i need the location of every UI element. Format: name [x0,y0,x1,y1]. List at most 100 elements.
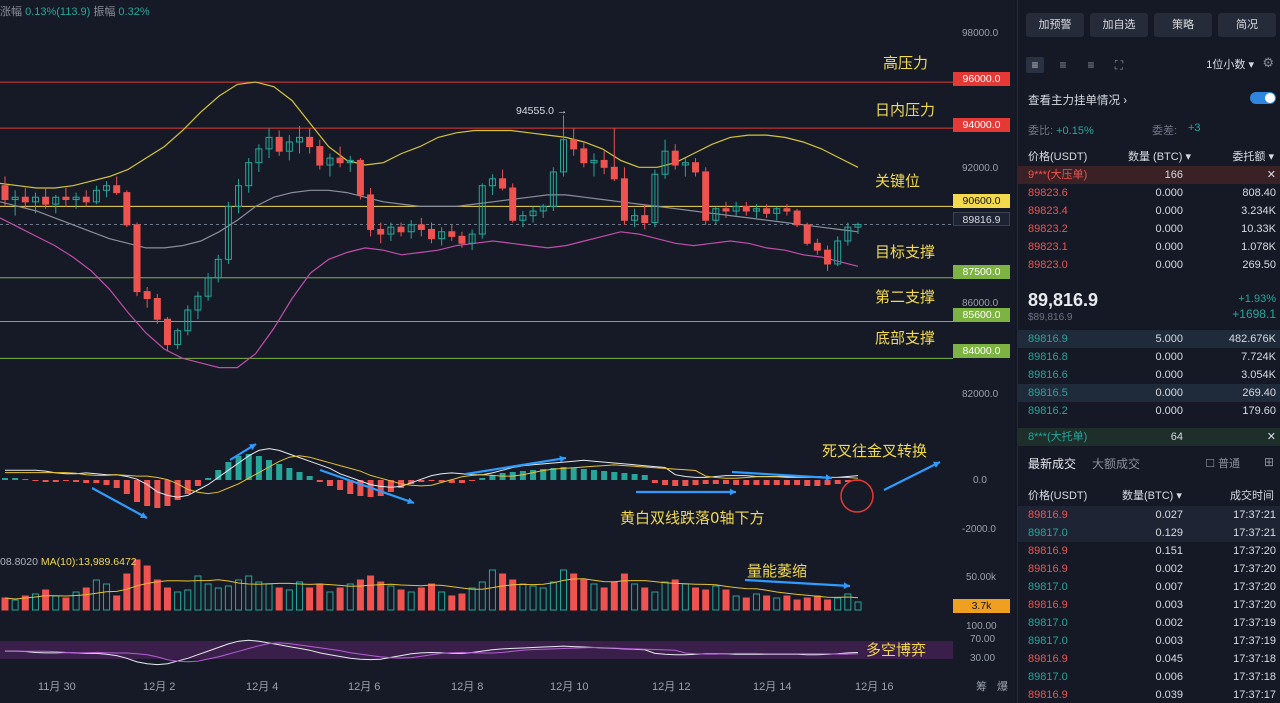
candle-body [417,224,425,230]
kline-chart[interactable] [0,0,1015,703]
bb-mid-line [0,189,859,249]
row-price: 89816.9 [1028,563,1068,575]
date-label: 12月 14 [753,681,792,693]
macd-bar [276,464,283,480]
big-bid-qty: 64 [1170,431,1183,443]
candle-body [712,208,720,221]
axis-label: 50.00k [966,572,997,583]
bid-row[interactable]: 89816.9 5.000 482.676K [1018,330,1280,348]
candle-body [671,150,679,166]
macd-bar [540,469,547,480]
candle-body [367,194,375,230]
candle-body [133,224,141,293]
orderbook-expand-icon[interactable]: ⛶ [1114,58,1124,72]
volume-bar [783,595,791,611]
trade-row[interactable]: 89817.0 0.007 17:37:20 [1018,578,1280,596]
normal-checkbox[interactable]: ☐ 普通 [1205,458,1240,470]
candle-body [702,171,710,221]
trade-row[interactable]: 89817.0 0.006 17:37:18 [1018,668,1280,686]
candle-body [11,196,19,201]
bid-row[interactable]: 89816.6 0.000 3.054K [1018,366,1280,384]
row-price: 89823.6 [1028,187,1068,199]
macd-dif-line [5,448,859,498]
price-change-pct: +1.93% [1238,293,1276,305]
orderbook-both-icon[interactable]: ≡ [1026,57,1044,73]
liquidation-button[interactable]: 爆 [997,681,1008,693]
add-alert-button[interactable]: 加预警 [1026,13,1084,37]
tab-large-trades[interactable]: 大额成交 [1092,457,1141,471]
bid-row[interactable]: 89816.8 0.000 7.724K [1018,348,1280,366]
settings-icon[interactable]: ⚙ [1262,55,1274,70]
trade-row[interactable]: 89816.9 0.151 17:37:20 [1018,542,1280,560]
bid-row[interactable]: 89816.2 0.000 179.60 [1018,402,1280,420]
big-bid-row[interactable]: 8***(大托单) 64 ✕ [1018,428,1280,446]
row-price: 89823.4 [1028,205,1068,217]
main-orders-link[interactable]: 查看主力挂单情况 › [1028,95,1128,107]
candle-body [783,208,791,212]
expand-icon[interactable]: ⊞ [1263,455,1274,469]
row-qty: 0.000 [1155,259,1183,271]
volume-bar [103,583,111,611]
macd-bar [794,480,801,485]
close-icon[interactable]: ✕ [1266,169,1276,181]
ask-row[interactable]: 89823.0 0.000 269.50 [1018,256,1280,274]
candle-body [235,185,243,207]
volume-bar [631,583,639,611]
macd-bar [42,480,49,482]
trade-row[interactable]: 89816.9 0.027 17:37:21 [1018,506,1280,524]
ask-row[interactable]: 89823.1 0.000 1.078K [1018,238,1280,256]
volume-value: 08.8020 [0,556,38,568]
orderbook-asks-icon[interactable]: ≡ [1087,58,1095,72]
date-label: 12月 12 [652,681,691,693]
trade-row[interactable]: 89817.0 0.129 17:37:21 [1018,524,1280,542]
close-icon[interactable]: ✕ [1266,431,1276,443]
trade-row[interactable]: 89816.9 0.003 17:37:20 [1018,596,1280,614]
candle-body [62,196,70,201]
trade-row[interactable]: 89817.0 0.002 17:37:19 [1018,614,1280,632]
row-price: 89823.1 [1028,241,1068,253]
candle-body [844,226,852,242]
candle-body [397,226,405,233]
big-ask-row[interactable]: 9***(大压单) 166 ✕ [1018,166,1280,184]
col-qty[interactable]: 数量 (BTC) ▾ [1128,151,1191,163]
orderbook-bids-icon[interactable]: ≡ [1059,58,1067,72]
chip-button[interactable]: 筹 [976,681,987,693]
col-amount[interactable]: 委托额 ▾ [1232,151,1274,163]
axis-label: 100.00 [966,621,997,632]
candle-body [42,196,50,205]
volume-bar [356,579,364,611]
candle-body [204,277,212,297]
macd-bar [448,480,455,483]
last-price: 89,816.9 [1028,290,1099,310]
bid-row[interactable]: 89816.5 0.000 269.40 [1018,384,1280,402]
chart-area[interactable]: 涨幅 0.13%(113.9) 振幅 0.32% 高压力 日内压力 关键位 目标… [0,0,1015,703]
trade-row[interactable]: 89816.9 0.002 17:37:20 [1018,560,1280,578]
price-tag-87500: 87500.0 [953,265,1010,279]
trade-row[interactable]: 89816.9 0.045 17:37:18 [1018,650,1280,668]
annotation-second-support: 第二支撑 [875,288,936,306]
date-label: 12月 8 [451,681,484,693]
ask-row[interactable]: 89823.6 0.000 808.40 [1018,184,1280,202]
decimal-select[interactable]: 1位小数 ▾ [1206,59,1254,71]
main-orders-toggle[interactable] [1250,92,1276,104]
candle-body [732,205,740,212]
macd-bar [174,480,181,500]
macd-bar [682,480,689,486]
macd-bar [743,480,750,485]
volume-bar [407,591,415,611]
tab-latest-trades[interactable]: 最新成交 [1028,457,1077,471]
row-qty: 0.000 [1155,241,1183,253]
add-watchlist-button[interactable]: 加自选 [1090,13,1148,37]
candle-body [92,189,100,203]
strategy-button[interactable]: 策略 [1154,13,1212,37]
ask-row[interactable]: 89823.2 0.000 10.33K [1018,220,1280,238]
ask-row[interactable]: 89823.4 0.000 3.234K [1018,202,1280,220]
volume-bar [763,595,771,611]
trade-row[interactable]: 89817.0 0.003 17:37:19 [1018,632,1280,650]
simple-button[interactable]: 简况 [1218,13,1276,37]
candle-body [113,185,121,194]
volume-bar [295,581,303,611]
trend-arrow-head [559,455,566,463]
col-trade-qty[interactable]: 数量(BTC) ▾ [1122,490,1182,502]
trade-row[interactable]: 89816.9 0.039 17:37:17 [1018,686,1280,703]
